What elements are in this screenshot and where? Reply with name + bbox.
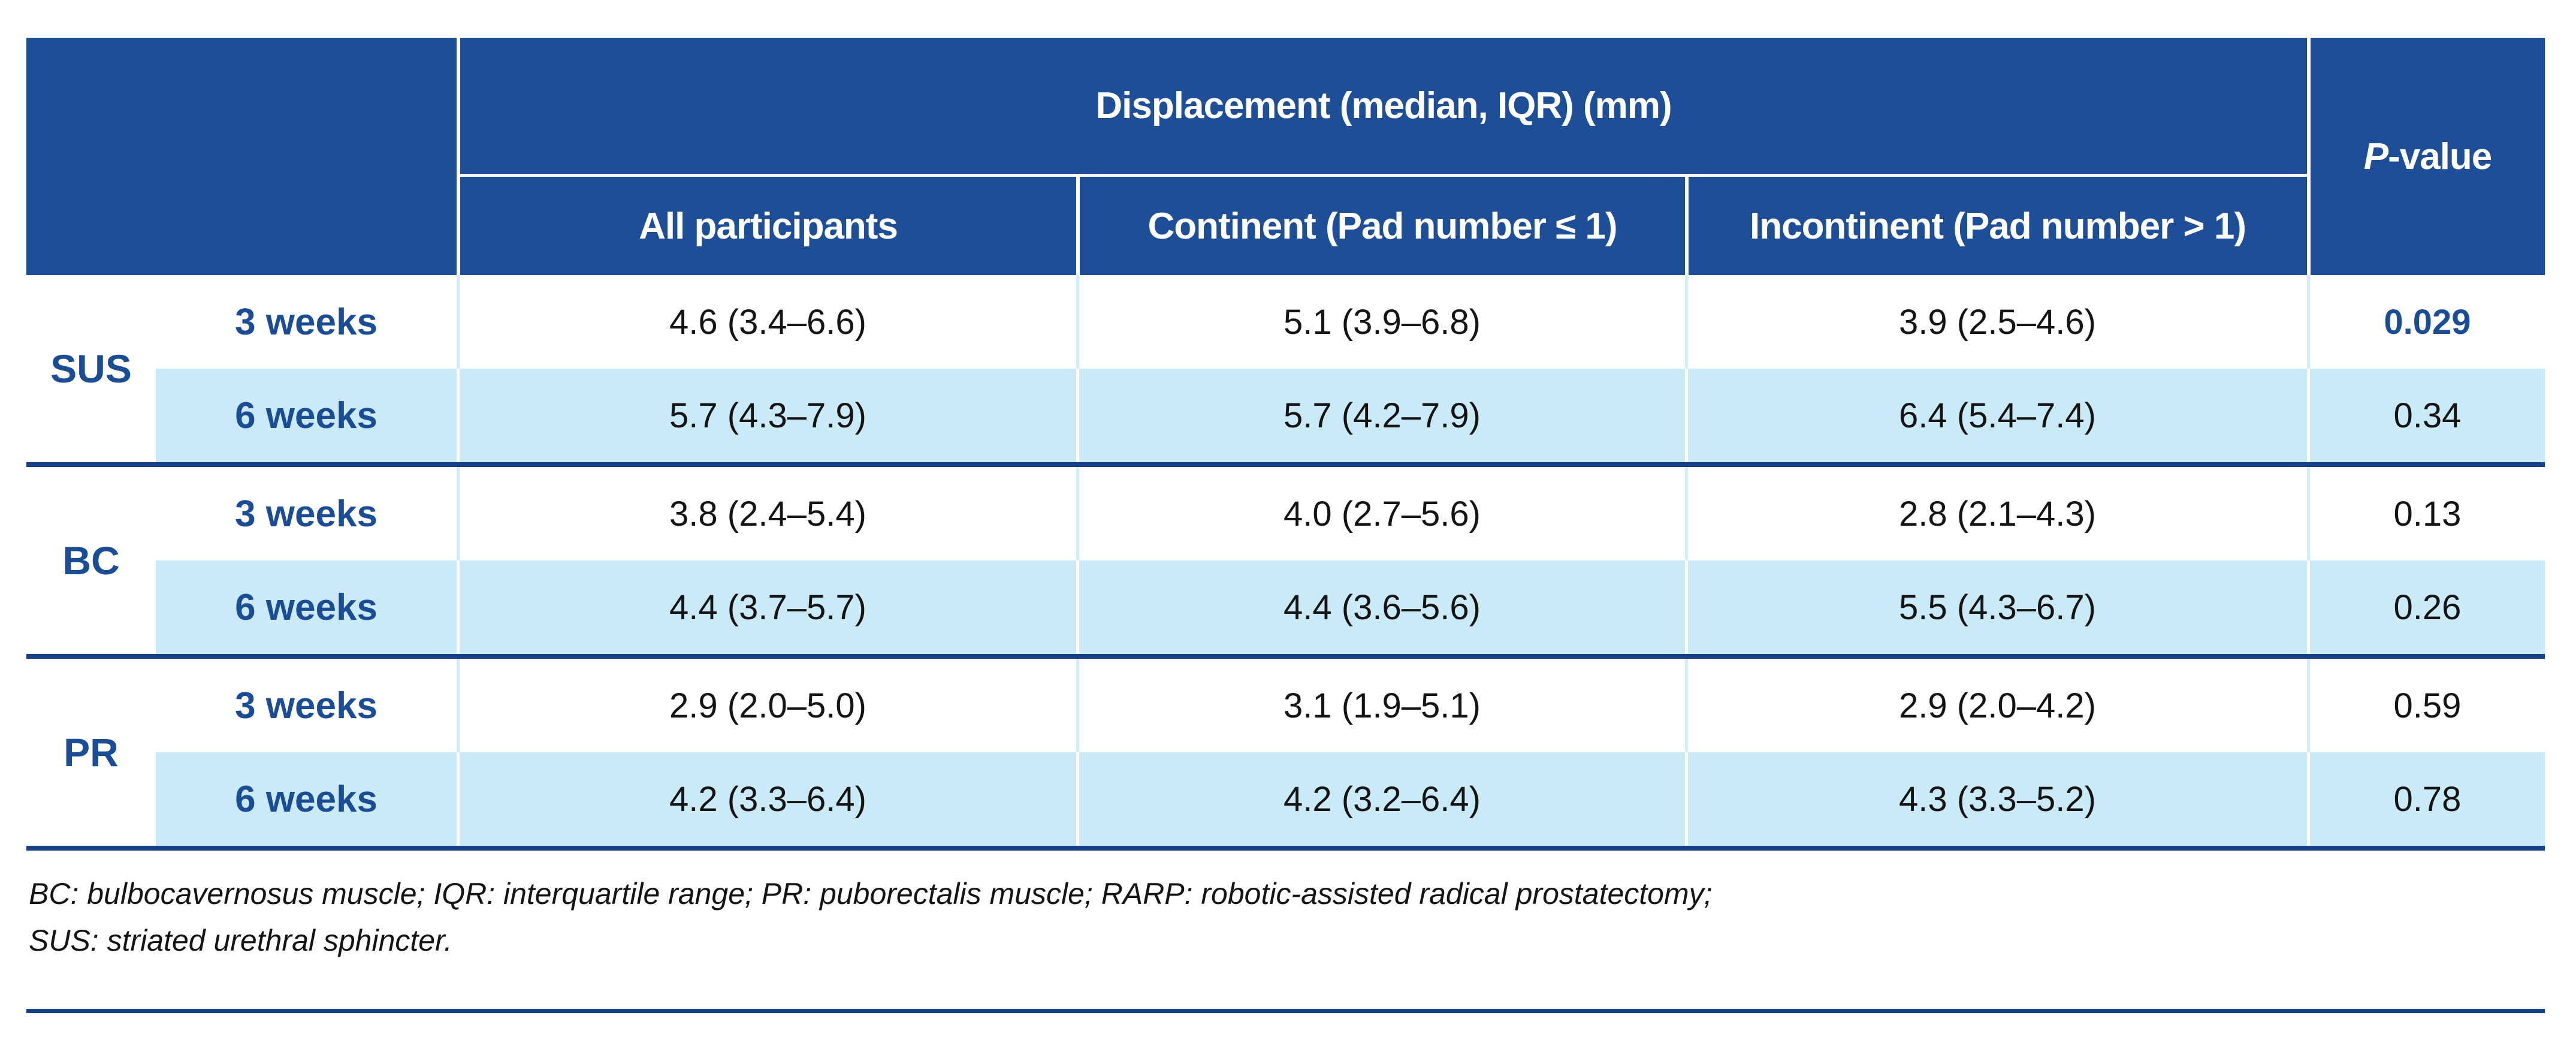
group-label-pr: PR — [26, 659, 156, 846]
sus-6w-week: 6 weeks — [156, 369, 457, 462]
bc-3w-continent: 4.0 (2.7–5.6) — [1076, 467, 1685, 560]
sus-3w-continent: 5.1 (3.9–6.8) — [1076, 275, 1685, 369]
group-divider-sus-bc — [26, 462, 2545, 467]
bc-6w-all: 4.4 (3.7–5.7) — [457, 560, 1076, 654]
sus-6w-continent: 5.7 (4.2–7.9) — [1076, 369, 1685, 462]
header-incontinent: Incontinent (Pad number > 1) — [1685, 174, 2307, 275]
bc-6w-week: 6 weeks — [156, 560, 457, 654]
pr-3w-all: 2.9 (2.0–5.0) — [457, 659, 1076, 752]
sus-6w-all: 5.7 (4.3–7.9) — [457, 369, 1076, 462]
bc-6w-incontinent: 5.5 (4.3–6.7) — [1685, 560, 2307, 654]
pr-6w-continent: 4.2 (3.2–6.4) — [1076, 752, 1685, 846]
pr-3w-week: 3 weeks — [156, 659, 457, 752]
header-stub-cell — [26, 38, 457, 275]
header-displacement: Displacement (median, IQR) (mm) — [457, 38, 2307, 174]
bc-3w-week: 3 weeks — [156, 467, 457, 560]
sus-6w-pvalue: 0.34 — [2307, 369, 2545, 462]
pr-6w-all: 4.2 (3.3–6.4) — [457, 752, 1076, 846]
displacement-table: Displacement (median, IQR) (mm) P -value … — [26, 38, 2545, 851]
sus-3w-week: 3 weeks — [156, 275, 457, 369]
bc-3w-pvalue: 0.13 — [2307, 467, 2545, 560]
footnote-line-2: SUS: striated urethral sphincter. — [29, 924, 452, 957]
header-continent: Continent (Pad number ≤ 1) — [1076, 174, 1685, 275]
pvalue-italic-p: P — [2363, 135, 2388, 177]
pr-3w-incontinent: 2.9 (2.0–4.2) — [1685, 659, 2307, 752]
sus-3w-all: 4.6 (3.4–6.6) — [457, 275, 1076, 369]
footnote: BC: bulbocavernosus muscle; IQR: interqu… — [29, 870, 2545, 964]
pr-6w-pvalue: 0.78 — [2307, 752, 2545, 846]
sus-3w-incontinent: 3.9 (2.5–4.6) — [1685, 275, 2307, 369]
page-bottom-rule — [26, 1009, 2545, 1013]
pr-3w-pvalue: 0.59 — [2307, 659, 2545, 752]
header-all-participants: All participants — [457, 174, 1076, 275]
pvalue-suffix: -value — [2388, 135, 2492, 177]
bc-6w-pvalue: 0.26 — [2307, 560, 2545, 654]
bc-3w-incontinent: 2.8 (2.1–4.3) — [1685, 467, 2307, 560]
group-label-bc: BC — [26, 467, 156, 654]
group-label-sus: SUS — [26, 275, 156, 462]
sus-3w-pvalue: 0.029 — [2307, 275, 2545, 369]
pr-3w-continent: 3.1 (1.9–5.1) — [1076, 659, 1685, 752]
bc-3w-all: 3.8 (2.4–5.4) — [457, 467, 1076, 560]
footnote-line-1: BC: bulbocavernosus muscle; IQR: interqu… — [29, 877, 1713, 911]
group-divider-bc-pr — [26, 654, 2545, 659]
pr-6w-incontinent: 4.3 (3.3–5.2) — [1685, 752, 2307, 846]
table-bottom-divider — [26, 846, 2545, 851]
bc-6w-continent: 4.4 (3.6–5.6) — [1076, 560, 1685, 654]
pr-6w-week: 6 weeks — [156, 752, 457, 846]
sus-6w-incontinent: 6.4 (5.4–7.4) — [1685, 369, 2307, 462]
header-pvalue: P -value — [2307, 38, 2545, 275]
